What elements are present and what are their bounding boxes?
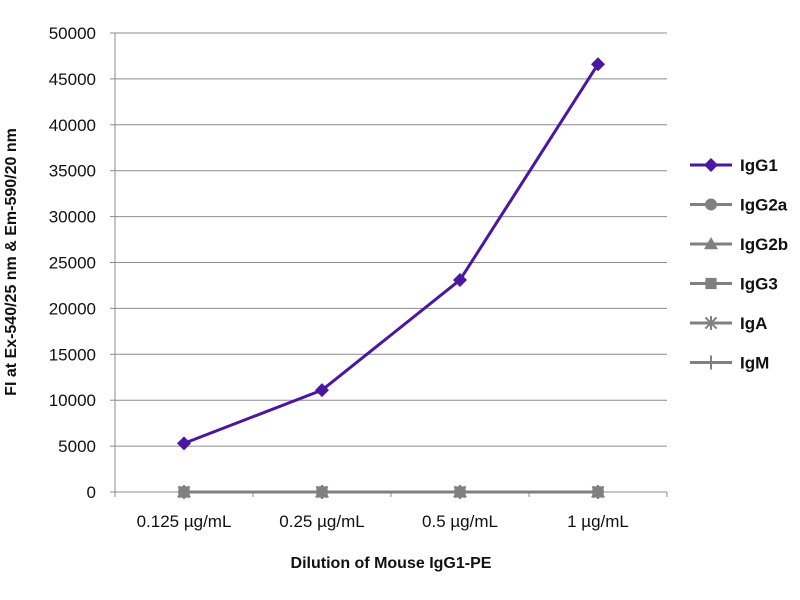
y-tick-label: 40000 [49, 116, 96, 135]
gridlines [115, 32, 667, 447]
legend-item-igg2b: IgG2b [690, 235, 788, 254]
data-point [315, 383, 329, 398]
y-axis-title: FI at Ex-540/25 nm & Em-590/20 nm [3, 128, 20, 396]
legend-item-igg3: IgG3 [690, 275, 778, 294]
x-tick-label: 0.5 µg/mL [422, 512, 498, 531]
legend-label: IgG3 [740, 275, 778, 294]
legend-marker [705, 277, 717, 290]
y-tick-labels: 0 5000 10000 15000 20000 25000 30000 35000 40000… [49, 24, 96, 502]
y-tick-label: 10000 [49, 391, 96, 410]
legend: IgG1 IgG2a IgG2b IgG3 IgA IgM [690, 156, 788, 373]
legend-marker [704, 237, 718, 250]
y-tick-label: 5000 [58, 437, 96, 456]
legend-label: IgG1 [740, 156, 778, 175]
data-point [591, 57, 605, 72]
legend-item-igm: IgM [690, 354, 769, 373]
legend-label: IgM [740, 354, 769, 373]
series-layer [177, 57, 605, 499]
x-tick-label: 0.25 µg/mL [279, 512, 364, 531]
legend-item-igg1: IgG1 [690, 156, 778, 175]
axes [110, 32, 668, 497]
series-line [183, 63, 600, 445]
y-tick-label: 0 [87, 483, 96, 502]
x-tick-labels: 0.125 µg/mL 0.25 µg/mL 0.5 µg/mL 1 µg/mL [137, 512, 629, 531]
data-point [178, 486, 190, 498]
y-tick-label: 15000 [49, 345, 96, 364]
x-tick-label: 0.125 µg/mL [137, 512, 232, 531]
legend-marker [704, 316, 718, 330]
y-tick-label: 45000 [49, 70, 96, 89]
x-axis-title: Dilution of Mouse IgG1-PE [291, 555, 492, 572]
legend-marker [704, 158, 718, 172]
y-tick-label: 20000 [49, 299, 96, 318]
data-point [316, 486, 328, 498]
legend-marker [705, 198, 717, 211]
x-tick-label: 1 µg/mL [567, 512, 629, 531]
legend-label: IgA [740, 314, 767, 333]
y-tick-label: 50000 [49, 24, 96, 43]
legend-item-iga: IgA [690, 314, 767, 333]
legend-label: IgG2a [740, 196, 788, 215]
data-point [454, 486, 466, 498]
y-tick-label: 25000 [49, 254, 96, 273]
y-tick-label: 35000 [49, 162, 96, 181]
legend-item-igg2a: IgG2a [690, 196, 788, 215]
data-point [453, 272, 467, 287]
data-point [592, 486, 604, 498]
data-point [177, 436, 191, 451]
series-igg2a [178, 486, 604, 498]
y-tick-label: 30000 [49, 208, 96, 227]
series-igg1 [177, 57, 605, 451]
legend-label: IgG2b [740, 235, 788, 254]
